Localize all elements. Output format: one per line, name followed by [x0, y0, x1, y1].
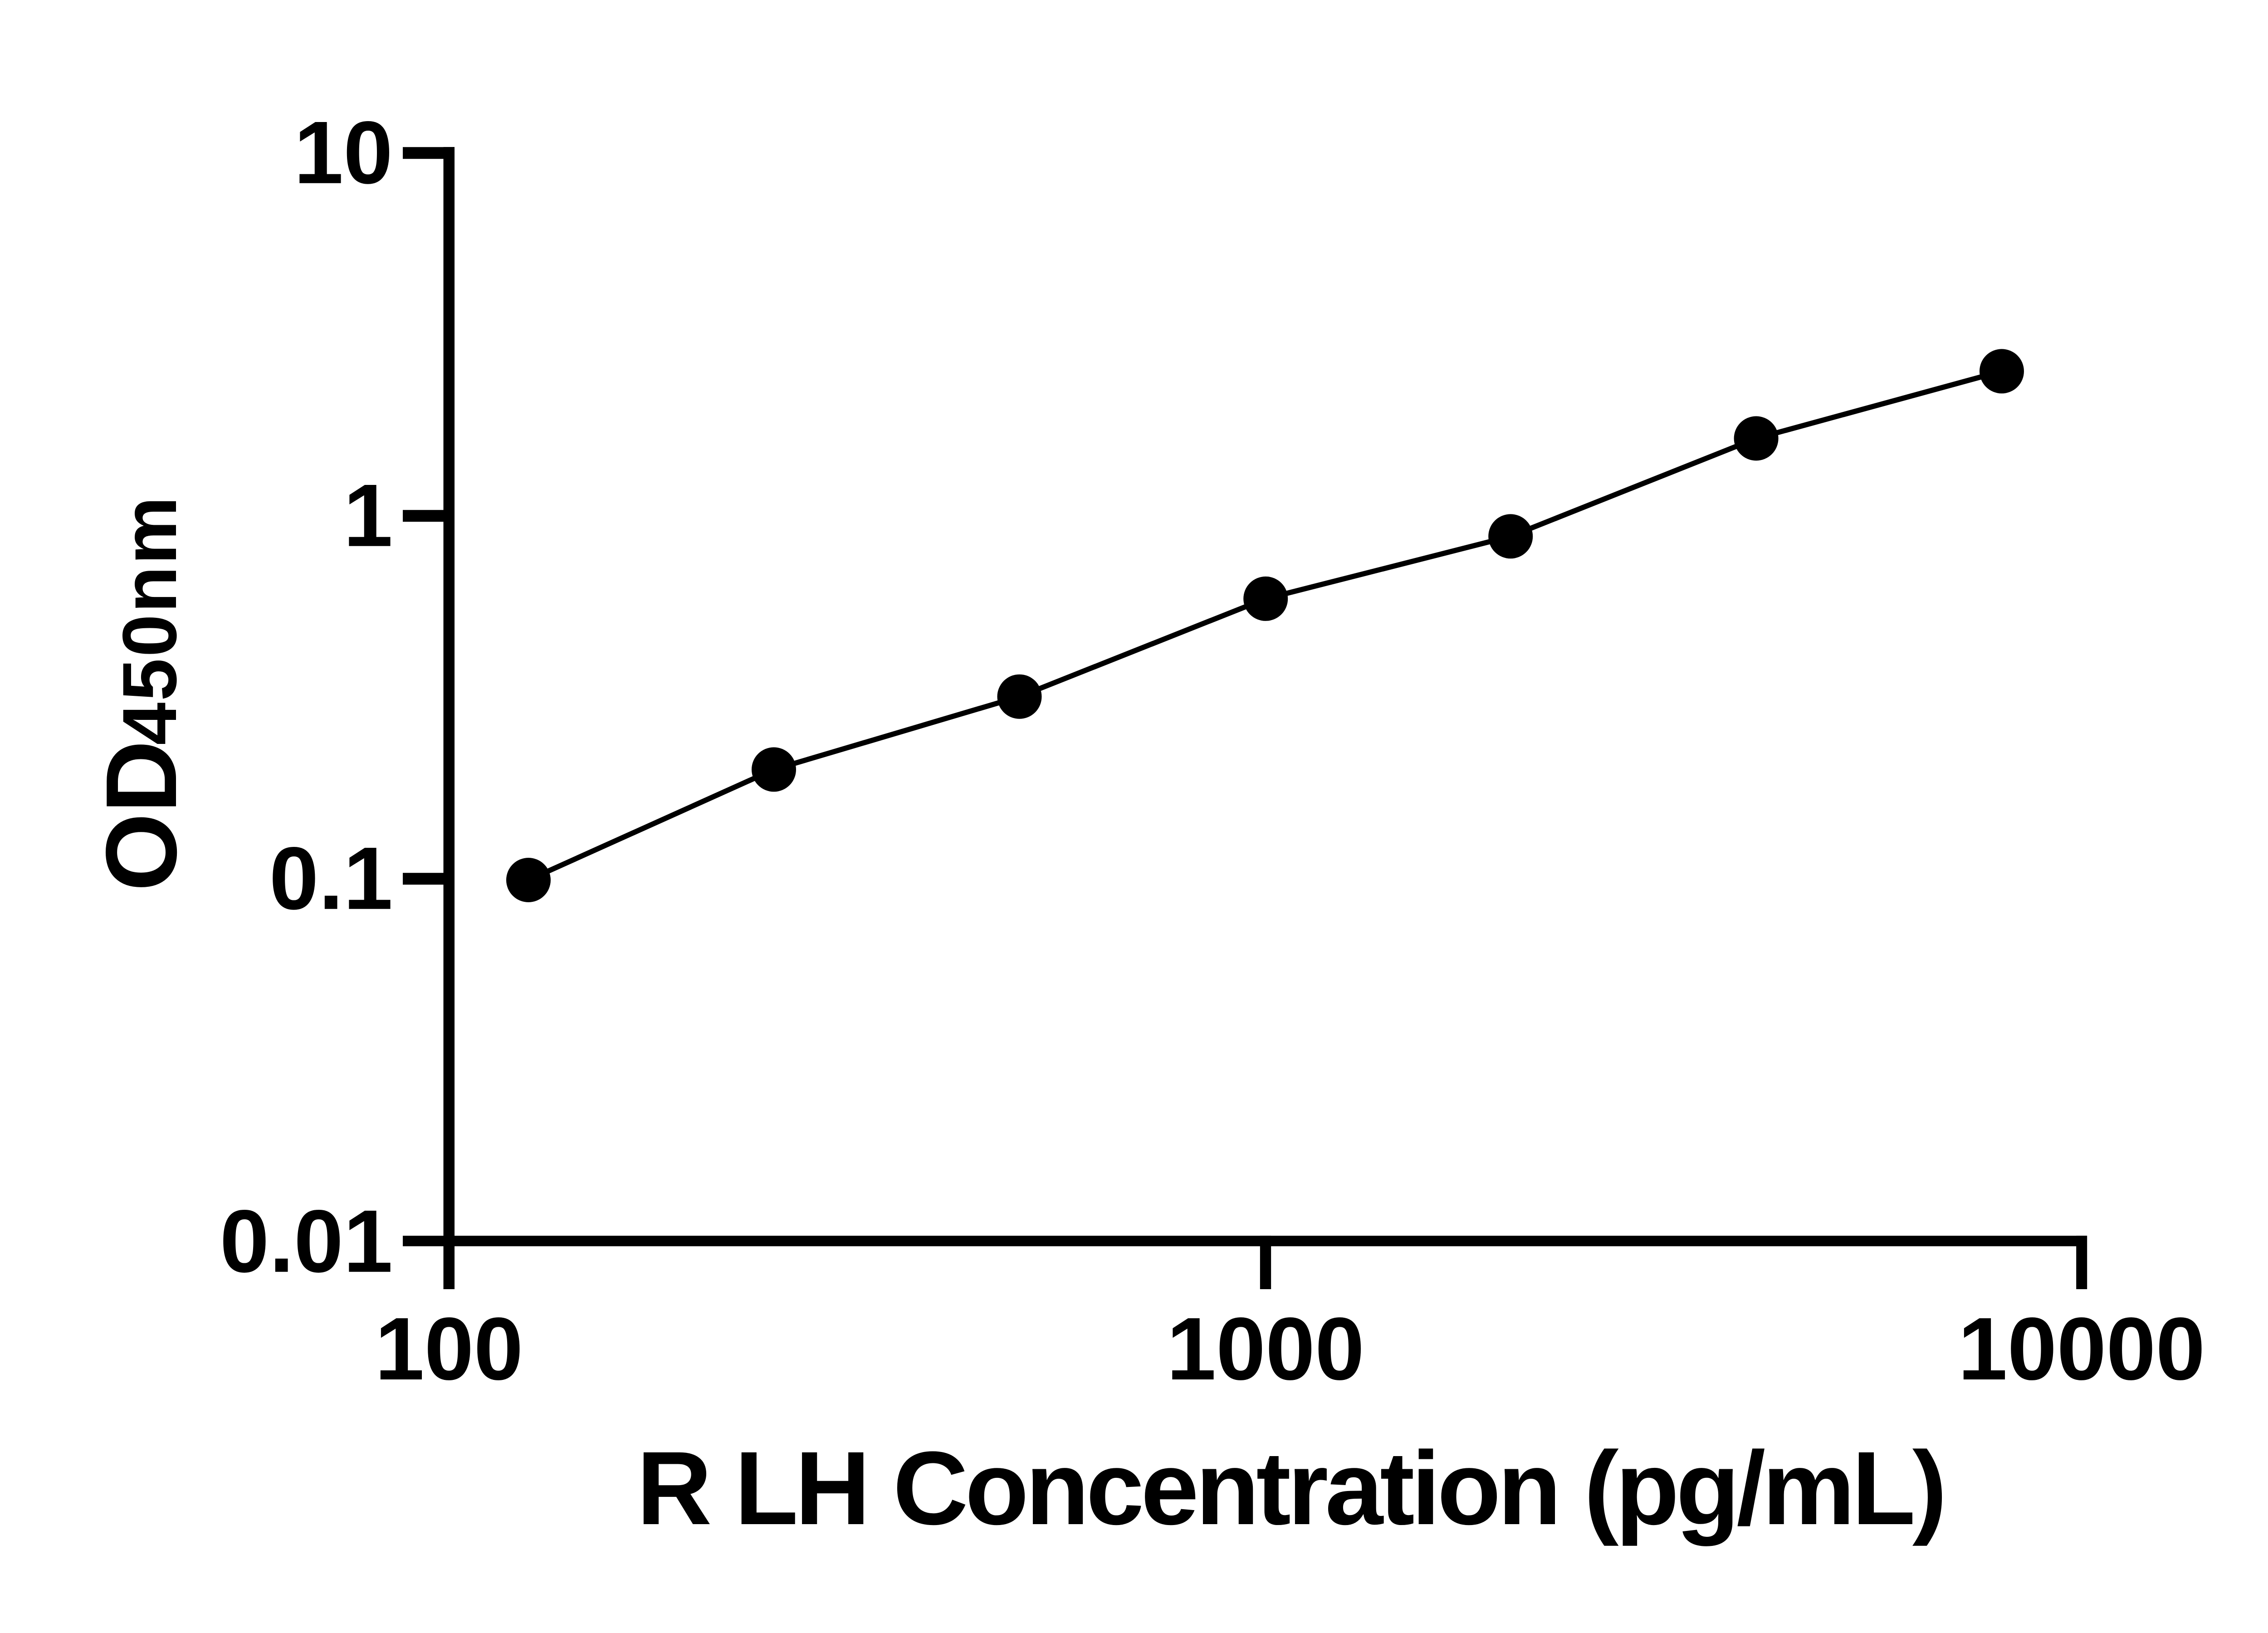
- svg-text:10: 10: [294, 103, 393, 202]
- svg-text:OD: OD: [85, 740, 198, 891]
- svg-text:1: 1: [343, 466, 393, 565]
- svg-text:1000: 1000: [1167, 1299, 1364, 1398]
- svg-text:10000: 10000: [1958, 1299, 2205, 1398]
- svg-text:450nm: 450nm: [107, 497, 192, 745]
- svg-text:0.01: 0.01: [220, 1192, 393, 1291]
- svg-text:R LH Concentration (pg/mL): R LH Concentration (pg/mL): [637, 1430, 1947, 1546]
- svg-text:100: 100: [375, 1299, 523, 1398]
- svg-text:0.1: 0.1: [269, 829, 393, 928]
